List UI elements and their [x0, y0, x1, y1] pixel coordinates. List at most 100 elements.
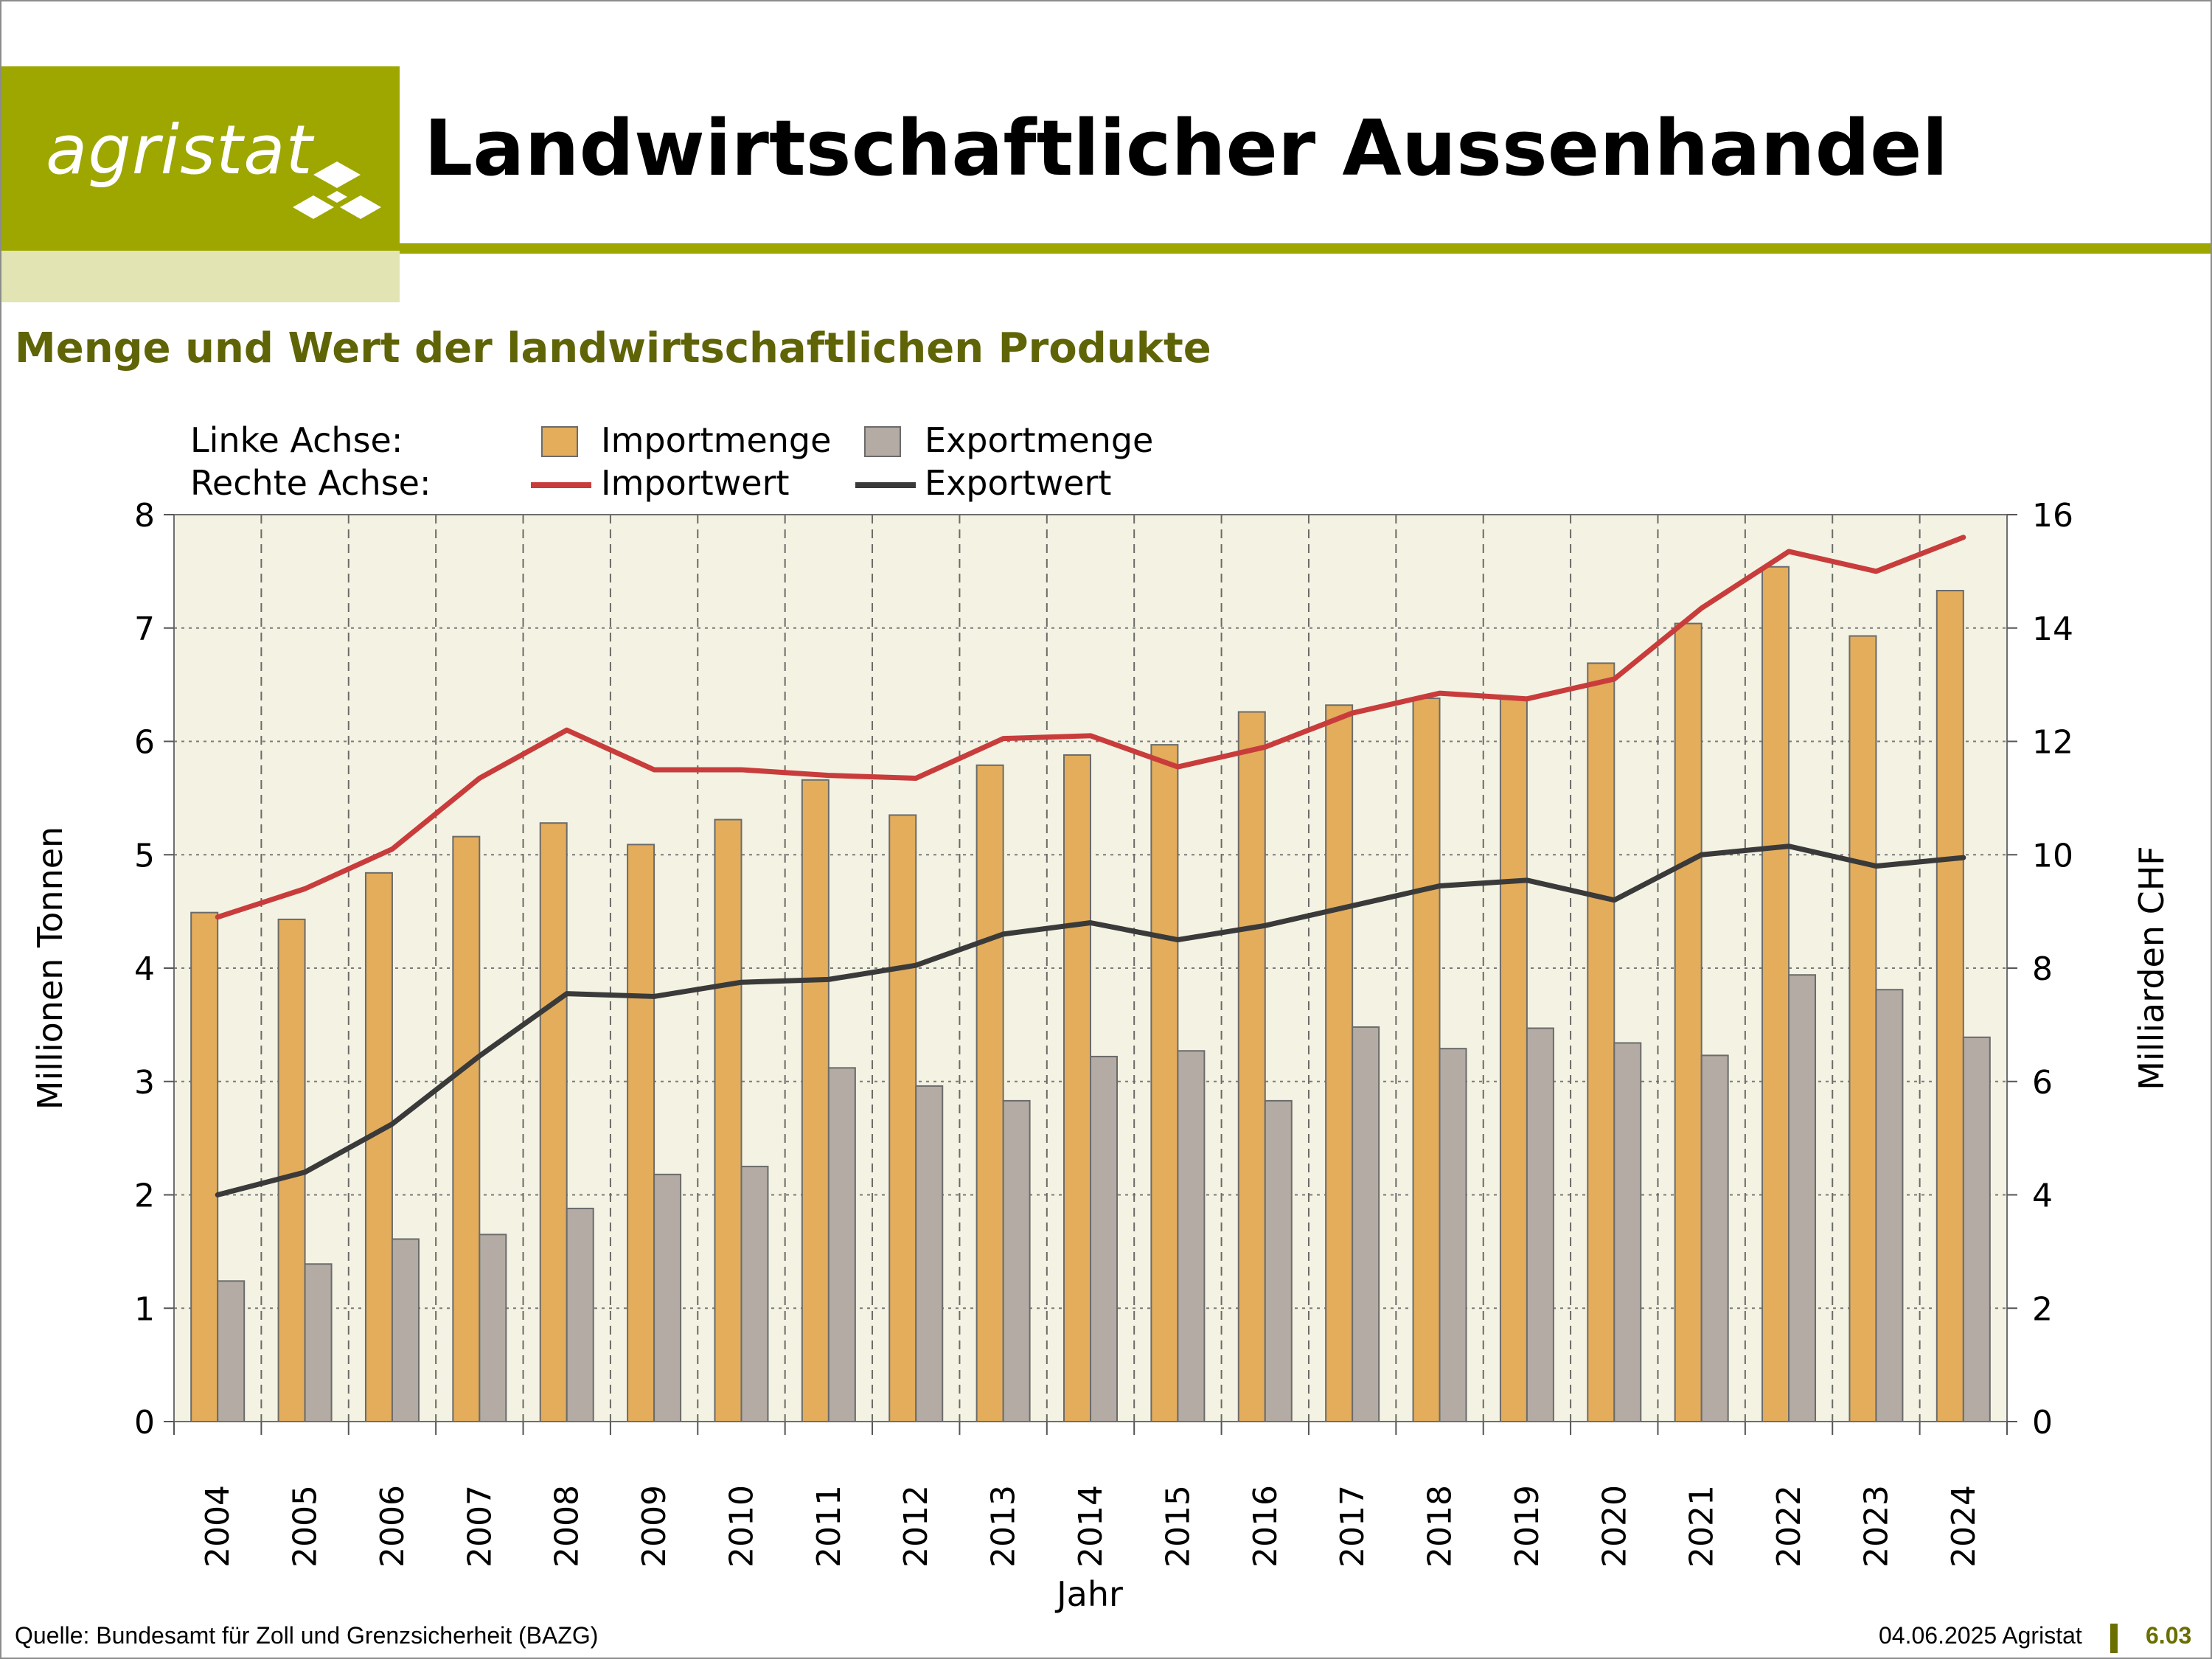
logo-text: agristat	[46, 111, 313, 189]
x-tick-label: 2018	[1422, 1485, 1459, 1568]
bar-importmenge	[190, 911, 219, 1422]
bar-exportmenge	[1090, 1055, 1118, 1423]
bar-importmenge	[1674, 622, 1703, 1422]
bar-exportmenge	[304, 1263, 333, 1422]
y-tick-label: 2	[134, 1178, 155, 1215]
bar-importmenge	[627, 844, 655, 1422]
bar-exportmenge	[1177, 1050, 1206, 1423]
y-tick-label: 4	[134, 950, 155, 988]
bar-importmenge	[1761, 566, 1790, 1422]
logo-diamond-icon	[293, 161, 381, 219]
chart-subtitle: Menge und Wert der landwirtschaftlichen …	[15, 324, 1211, 372]
bar-exportmenge	[1962, 1036, 1991, 1422]
bar-importmenge	[539, 822, 568, 1422]
bar-exportmenge	[391, 1238, 420, 1423]
y-tick-label: 3	[134, 1064, 155, 1102]
x-tick-label: 2020	[1596, 1485, 1633, 1568]
y-tick-label: 1	[134, 1290, 155, 1328]
legend-import-val-line	[531, 482, 591, 488]
logo-underlay	[1, 251, 400, 302]
bar-exportmenge	[566, 1207, 594, 1422]
bar-importmenge	[364, 872, 393, 1422]
y2-tick-label: 16	[2032, 497, 2073, 535]
bar-importmenge	[1412, 698, 1441, 1422]
line-exportwert	[215, 844, 1966, 1197]
x-tick-label: 2008	[549, 1485, 586, 1568]
x-tick-label: 2012	[897, 1485, 935, 1568]
legend-export-qty-swatch	[864, 426, 901, 457]
legend-left-axis-label: Linke Achse:	[190, 420, 403, 460]
bar-importmenge	[1063, 754, 1091, 1422]
bar-exportmenge	[479, 1234, 507, 1422]
bar-importmenge	[1150, 744, 1179, 1422]
bar-importmenge	[888, 814, 917, 1422]
legend-export-val-line	[855, 482, 916, 488]
y2-tick-label: 14	[2032, 611, 2073, 648]
x-tick-label: 2007	[461, 1485, 498, 1568]
y2-tick-label: 2	[2032, 1290, 2053, 1328]
bar-importmenge	[1237, 711, 1266, 1422]
bar-exportmenge	[1526, 1027, 1554, 1423]
legend-import-val: Importwert	[601, 463, 790, 503]
x-tick-label: 2013	[985, 1485, 1023, 1568]
agristat-logo: agristat	[1, 66, 400, 251]
bar-exportmenge	[827, 1067, 856, 1423]
bar-importmenge	[714, 818, 742, 1422]
source-note: Quelle: Bundesamt für Zoll und Grenzsich…	[15, 1622, 599, 1649]
page-number: 6.03	[2146, 1622, 2192, 1649]
bar-exportmenge	[653, 1173, 682, 1422]
line-importwert	[215, 535, 1966, 920]
legend-import-qty: Importmenge	[601, 420, 832, 460]
bar-exportmenge	[1002, 1099, 1031, 1422]
page-title: Landwirtschaftlicher Aussenhandel	[424, 103, 1949, 193]
x-tick-label: 2021	[1683, 1485, 1721, 1568]
bar-exportmenge	[1613, 1042, 1642, 1422]
bar-importmenge	[277, 918, 306, 1422]
bar-exportmenge	[1352, 1026, 1380, 1422]
x-tick-label: 2015	[1159, 1485, 1197, 1568]
bar-exportmenge	[1439, 1048, 1467, 1422]
bar-exportmenge	[1700, 1054, 1729, 1422]
y2-tick-label: 8	[2032, 950, 2053, 988]
x-tick-label: 2016	[1247, 1485, 1284, 1568]
bar-importmenge	[1935, 590, 1964, 1423]
footer-divider	[2110, 1624, 2118, 1653]
bar-exportmenge	[1788, 974, 1817, 1422]
y2-axis-title: Milliarden CHF	[2132, 846, 2171, 1091]
y2-tick-label: 4	[2032, 1178, 2053, 1215]
y2-tick-label: 6	[2032, 1064, 2053, 1102]
y2-tick-label: 0	[2032, 1404, 2053, 1441]
bar-importmenge	[975, 764, 1004, 1422]
bar-exportmenge	[217, 1280, 246, 1422]
x-axis-title: Jahr	[1054, 1574, 1123, 1614]
x-tick-label: 2022	[1770, 1485, 1808, 1568]
legend-export-qty: Exportmenge	[925, 420, 1154, 460]
legend-import-qty-swatch	[541, 426, 578, 457]
y-axis-title: Millionen Tonnen	[30, 827, 70, 1110]
bar-exportmenge	[740, 1166, 769, 1422]
y-tick-label: 0	[134, 1404, 155, 1441]
y2-tick-label: 10	[2032, 837, 2073, 874]
y-tick-label: 7	[134, 611, 155, 648]
bar-importmenge	[1848, 635, 1877, 1423]
y-tick-label: 5	[134, 837, 155, 874]
x-tick-label: 2011	[810, 1485, 848, 1568]
bar-importmenge	[1499, 696, 1528, 1422]
y2-tick-label: 12	[2032, 724, 2073, 762]
x-tick-label: 2019	[1509, 1485, 1546, 1568]
y-tick-label: 8	[134, 497, 155, 535]
bar-exportmenge	[1264, 1099, 1293, 1422]
x-tick-label: 2010	[723, 1485, 760, 1568]
header-rule	[400, 243, 2211, 254]
bar-importmenge	[1325, 704, 1354, 1422]
x-tick-label: 2005	[287, 1485, 324, 1568]
x-tick-label: 2004	[199, 1485, 237, 1568]
footer-date: 04.06.2025 Agristat	[1879, 1622, 2082, 1649]
legend-right-axis-label: Rechte Achse:	[190, 463, 431, 503]
x-tick-label: 2009	[636, 1485, 673, 1568]
x-tick-label: 2023	[1857, 1485, 1895, 1568]
legend-export-val: Exportwert	[925, 463, 1112, 503]
y-tick-label: 6	[134, 724, 155, 762]
